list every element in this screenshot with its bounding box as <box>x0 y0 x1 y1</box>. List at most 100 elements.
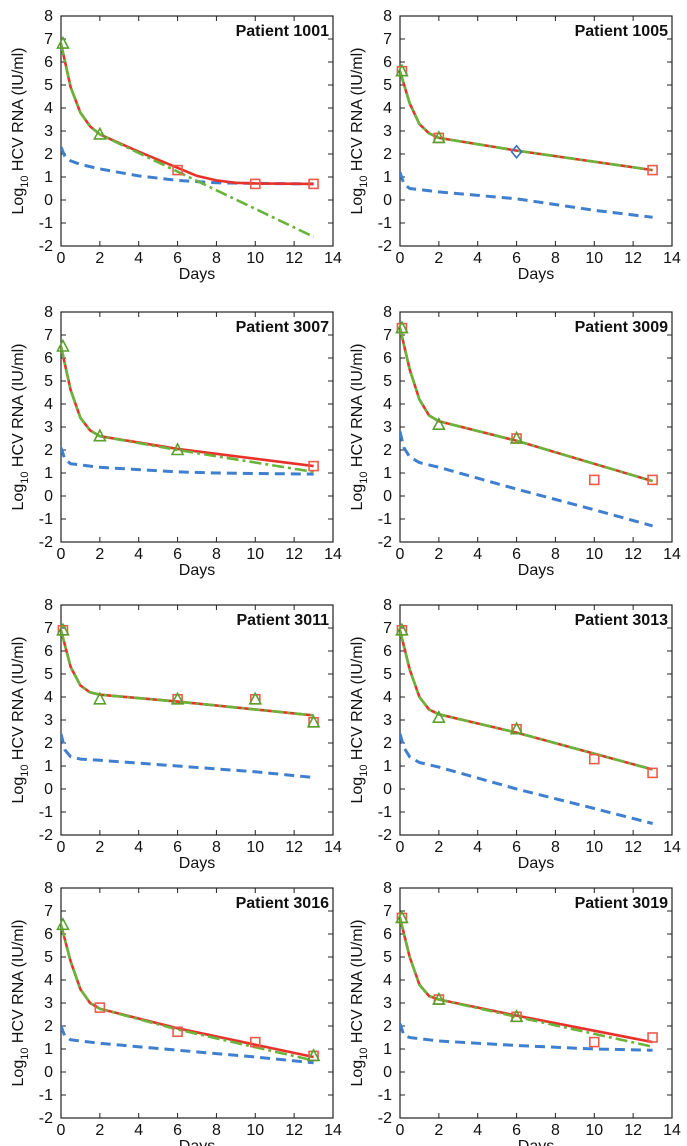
y-tick-label: 4 <box>44 972 53 989</box>
y-axis-label: Log10 HCV RNA (IU/ml) <box>10 344 31 511</box>
x-tick-label: 6 <box>512 1122 521 1139</box>
marker-triangle <box>93 691 107 705</box>
marker-triangle <box>509 721 524 735</box>
x-tick-label: 14 <box>663 839 681 856</box>
y-tick-label: -2 <box>39 827 53 844</box>
x-tick-label: 10 <box>585 250 603 267</box>
y-tick-label: -1 <box>39 1087 53 1104</box>
x-tick-label: 14 <box>663 1122 681 1139</box>
y-tick-label: 6 <box>44 926 53 943</box>
series-green-dashdot <box>61 924 314 1062</box>
y-axis-label-sub: 10 <box>358 1048 370 1060</box>
x-axis-label: Days <box>179 266 215 283</box>
x-axis-label: Days <box>518 266 554 283</box>
x-tick-label: 4 <box>473 546 482 563</box>
y-tick-label: 0 <box>383 192 392 209</box>
x-tick-label: 12 <box>624 1122 642 1139</box>
y-axis-label-rest: HCV RNA (IU/ml) <box>349 48 366 176</box>
axes-box <box>60 604 334 836</box>
series-blue-dashed <box>61 447 314 476</box>
marker-square <box>249 178 261 190</box>
x-tick-label: 2 <box>434 839 443 856</box>
y-tick-label: -1 <box>378 511 392 528</box>
y-tick-label: 6 <box>383 643 392 660</box>
series-red-solid <box>61 924 314 1059</box>
panel-title: Patient 3013 <box>575 612 668 629</box>
marker-triangle <box>432 709 446 724</box>
y-tick-label: 8 <box>44 8 53 25</box>
y-tick-label: 8 <box>44 880 53 897</box>
x-tick-label: 14 <box>324 546 342 563</box>
x-tick-label: 4 <box>134 1122 143 1139</box>
y-axis-label-sub: 10 <box>358 176 370 188</box>
series-red-solid <box>400 917 653 1044</box>
y-axis-label-prefix: Log <box>10 188 27 215</box>
y-tick-label: 1 <box>44 169 53 186</box>
marker-triangle <box>395 320 409 334</box>
x-tick-label: 14 <box>663 546 681 563</box>
y-tick-label: 6 <box>383 54 392 71</box>
y-tick-label: -2 <box>39 238 53 255</box>
marker-square <box>308 178 319 190</box>
series-green-dashdot <box>61 629 314 717</box>
y-tick-label: 3 <box>383 419 392 436</box>
y-tick-label: 4 <box>383 396 392 413</box>
y-tick-label: 4 <box>44 689 53 706</box>
marker-square <box>647 164 658 176</box>
y-tick-label: 0 <box>383 781 392 798</box>
x-tick-label: 8 <box>212 839 221 856</box>
x-tick-label: 14 <box>324 1122 342 1139</box>
marker-triangle <box>306 714 321 728</box>
panel-title: Patient 3016 <box>236 895 329 912</box>
marker-triangle <box>395 63 409 77</box>
y-axis-label: Log10 HCV RNA (IU/ml) <box>349 637 370 804</box>
y-tick-label: 2 <box>44 1018 53 1035</box>
x-tick-label: 2 <box>95 839 104 856</box>
marker-triangle <box>56 917 70 931</box>
y-tick-label: 5 <box>44 373 53 390</box>
x-tick-label: 6 <box>173 250 182 267</box>
x-tick-label: 10 <box>246 1122 264 1139</box>
series-green-dashdot <box>61 346 314 474</box>
x-tick-label: 0 <box>396 1122 405 1139</box>
y-axis-label-prefix: Log <box>349 1060 366 1087</box>
x-tick-label: 2 <box>434 546 443 563</box>
x-tick-label: 0 <box>57 839 66 856</box>
x-tick-label: 4 <box>134 546 143 563</box>
marker-triangle <box>395 622 409 636</box>
y-tick-label: -2 <box>39 1110 53 1127</box>
y-axis-label-sub: 10 <box>19 1048 31 1060</box>
y-tick-label: 2 <box>383 1018 392 1035</box>
y-tick-label: 1 <box>44 1041 53 1058</box>
x-tick-label: 8 <box>551 1122 560 1139</box>
x-tick-label: 14 <box>663 250 681 267</box>
series-green-dashdot <box>400 917 653 1048</box>
y-tick-label: -2 <box>39 534 53 551</box>
series-green-dashdot <box>400 70 653 172</box>
x-tick-label: 8 <box>551 839 560 856</box>
y-tick-label: 6 <box>383 350 392 367</box>
marker-square <box>588 753 600 765</box>
y-tick-label: 6 <box>44 350 53 367</box>
series-red-solid <box>61 43 314 186</box>
x-tick-label: 10 <box>585 839 603 856</box>
y-tick-label: -1 <box>378 215 392 232</box>
y-tick-label: 5 <box>383 77 392 94</box>
y-tick-label: -1 <box>39 511 53 528</box>
x-tick-label: 10 <box>585 546 603 563</box>
y-tick-label: -1 <box>39 804 53 821</box>
y-axis-label-rest: HCV RNA (IU/ml) <box>10 344 27 472</box>
panel-title: Patient 1001 <box>236 23 329 40</box>
y-axis-label-rest: HCV RNA (IU/ml) <box>10 920 27 1048</box>
y-axis-label: Log10 HCV RNA (IU/ml) <box>10 48 31 215</box>
y-tick-label: 2 <box>44 442 53 459</box>
y-axis-label-prefix: Log <box>349 777 366 804</box>
y-tick-label: 4 <box>383 972 392 989</box>
y-tick-label: 8 <box>383 597 392 614</box>
x-tick-label: 6 <box>173 546 182 563</box>
x-tick-label: 0 <box>57 1122 66 1139</box>
y-tick-label: 7 <box>44 903 53 920</box>
y-tick-label: 4 <box>44 396 53 413</box>
